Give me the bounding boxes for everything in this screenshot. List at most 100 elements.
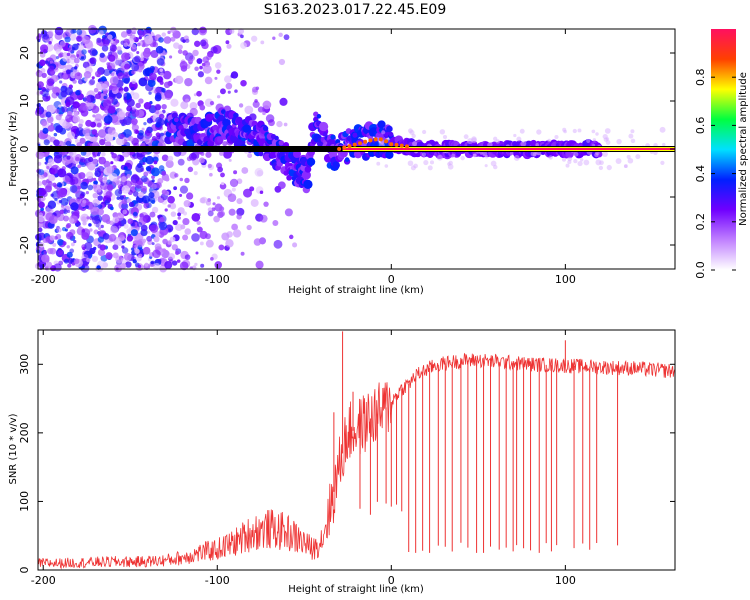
colorbar-tick-label: 0.2 [694, 213, 707, 231]
spectrogram-cell [151, 199, 156, 205]
spectrogram-cell [149, 211, 156, 218]
spectrogram-cell [67, 258, 74, 264]
spectrogram-cell [222, 141, 228, 147]
spectrogram-cell [52, 182, 57, 188]
spectrogram-cell [660, 160, 665, 165]
spectrogram-cell [234, 89, 238, 93]
spectrogram-cell [598, 165, 604, 171]
y-tick-label: 10 [18, 94, 31, 108]
spectrogram-cell [162, 70, 172, 80]
spectrogram-cell [318, 121, 329, 132]
spectrogram-cell [58, 188, 68, 198]
spectrogram-cell [222, 118, 231, 127]
spectrogram-cell [214, 261, 223, 269]
spectrogram-cell [88, 223, 92, 227]
spectrogram-cell [89, 79, 96, 86]
spectrogram-cell [65, 140, 72, 147]
spectrogram-cell [54, 198, 58, 202]
spectrogram-cell [58, 154, 63, 158]
spectrogram-cell [91, 76, 95, 80]
spectrogram-cell [412, 141, 418, 147]
spectrogram-cell [146, 117, 153, 124]
spectrogram-cell [513, 155, 520, 161]
spectrogram-cell [184, 254, 191, 260]
spectrogram-cell [78, 123, 83, 128]
spectrogram-cell [61, 142, 66, 147]
spectrogram-cell [49, 60, 54, 64]
spectrogram-cell [156, 76, 163, 83]
spectrogram-cell [142, 161, 146, 166]
spectrogram-cell [91, 215, 101, 225]
spectrogram-cell [81, 232, 90, 240]
spectrogram-cell [102, 233, 110, 240]
spectrogram-cell [123, 93, 127, 97]
spectrogram-cell [119, 195, 125, 200]
spectrogram-cell [101, 45, 109, 52]
spectrogram-cell [123, 42, 128, 47]
spectrogram-cell [262, 100, 272, 110]
spectrogram-cell [69, 57, 76, 65]
spectrogram-cell [69, 33, 77, 41]
spectrogram-cell [75, 89, 81, 96]
spectrogram-cell [191, 213, 201, 222]
spectrogram-cell [184, 177, 190, 184]
spectrogram-cell [427, 165, 433, 171]
spectrogram-cell [71, 262, 76, 266]
spectrogram-cell [236, 207, 245, 216]
spectrogram-cell [73, 110, 79, 117]
spectrogram-cell [63, 258, 69, 264]
spectrogram-cell [134, 244, 139, 249]
spectrogram-cell [98, 93, 108, 102]
spectrogram-cell [187, 166, 194, 173]
spectrogram-cell [131, 70, 136, 75]
spectrogram-cell [219, 210, 225, 217]
spectrogram-ridge-point [337, 147, 342, 151]
spectrogram-cell [246, 224, 252, 231]
spectrogram-cell [276, 120, 283, 128]
spectrogram-cell [47, 104, 56, 114]
spectrogram-cell [161, 32, 167, 37]
spectrogram-cell [143, 171, 149, 177]
spectrogram-cell [131, 109, 140, 118]
spectrogram-cell [154, 243, 162, 251]
spectrogram-cell [107, 65, 112, 70]
spectrogram-cell [243, 188, 253, 198]
spectrogram-cell [97, 188, 102, 192]
spectrogram-cell [447, 163, 454, 170]
spectrogram-y-ticks: -20 -10 0 10 20 [18, 46, 675, 254]
spectrogram-cell [591, 129, 596, 134]
x-tick-label: -100 [205, 273, 230, 286]
spectrogram-cell [136, 42, 141, 47]
spectrogram-cell [161, 104, 167, 110]
spectrogram-cell [191, 233, 200, 242]
spectrogram-cell [630, 138, 636, 144]
spectrogram-cell [145, 166, 152, 172]
spectrogram-cell [260, 40, 265, 45]
spectrogram-cell [175, 223, 183, 232]
spectrogram-cell [167, 253, 175, 261]
spectrogram-cell [99, 52, 105, 58]
spectrogram-cell [182, 50, 188, 56]
spectrogram-cell [58, 118, 67, 127]
spectrogram-cell [42, 48, 48, 54]
spectrogram-ridge-point [373, 137, 378, 142]
spectrogram-cell [110, 225, 119, 234]
spectrogram-cell [114, 189, 123, 197]
spectrogram-cell [147, 79, 156, 88]
spectrogram-cell [100, 76, 107, 82]
spectrogram-cell [161, 189, 168, 195]
spectrogram-cell [83, 71, 92, 79]
spectrogram-cell [132, 211, 138, 217]
spectrogram-cell [131, 27, 137, 33]
x-tick-label: -200 [31, 574, 56, 587]
spectrogram-cell [92, 114, 96, 118]
spectrogram-cell [142, 68, 151, 77]
spectrogram-cell [153, 160, 158, 165]
spectrogram-cell [259, 190, 264, 195]
spectrogram-cell [143, 121, 147, 126]
spectrogram-cell [163, 36, 172, 44]
y-tick-label: 20 [18, 46, 31, 60]
spectrogram-cell [109, 76, 119, 86]
spectrogram-cell [64, 36, 71, 43]
